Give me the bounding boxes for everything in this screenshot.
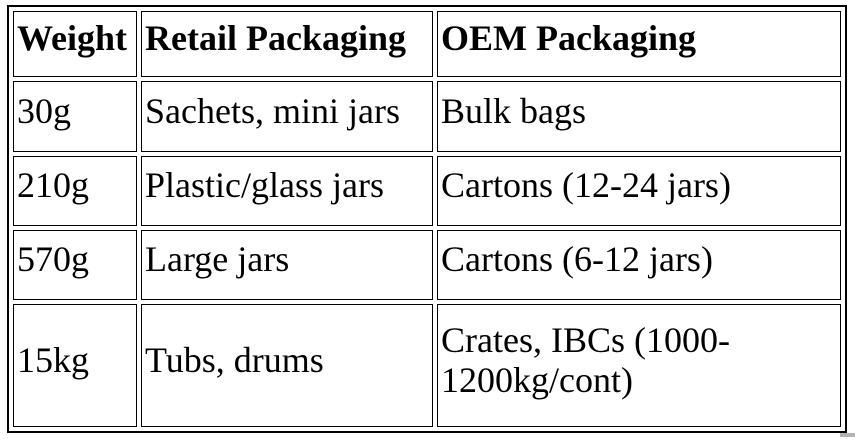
cell-retail-packaging: Sachets, mini jars xyxy=(141,81,433,152)
packaging-table: Weight Retail Packaging OEM Packaging 30… xyxy=(7,5,847,433)
header-cell-retail-packaging: Retail Packaging xyxy=(141,11,433,77)
cell-weight: 210g xyxy=(13,156,137,226)
cell-weight: 30g xyxy=(13,81,137,152)
cell-oem-packaging: Bulk bags xyxy=(437,81,841,152)
cell-retail-packaging: Plastic/glass jars xyxy=(141,156,433,226)
cell-oem-packaging: Cartons (12-24 jars) xyxy=(437,156,841,226)
header-cell-oem-packaging: OEM Packaging xyxy=(437,11,841,77)
cell-retail-packaging: Large jars xyxy=(141,230,433,300)
cell-weight: 570g xyxy=(13,230,137,300)
header-cell-weight: Weight xyxy=(13,11,137,77)
cell-retail-packaging: Tubs, drums xyxy=(141,304,433,427)
cell-weight: 15kg xyxy=(13,304,137,427)
table-header-row: Weight Retail Packaging OEM Packaging xyxy=(13,11,841,77)
scrollbar-corner-fragment[interactable] xyxy=(840,433,855,437)
table-row: 30g Sachets, mini jars Bulk bags xyxy=(13,81,841,152)
table-row: 15kg Tubs, drums Crates, IBCs (1000-1200… xyxy=(13,304,841,427)
cell-oem-packaging: Cartons (6-12 jars) xyxy=(437,230,841,300)
table-row: 570g Large jars Cartons (6-12 jars) xyxy=(13,230,841,300)
cell-oem-packaging: Crates, IBCs (1000-1200kg/cont) xyxy=(437,304,841,427)
table-row: 210g Plastic/glass jars Cartons (12-24 j… xyxy=(13,156,841,226)
